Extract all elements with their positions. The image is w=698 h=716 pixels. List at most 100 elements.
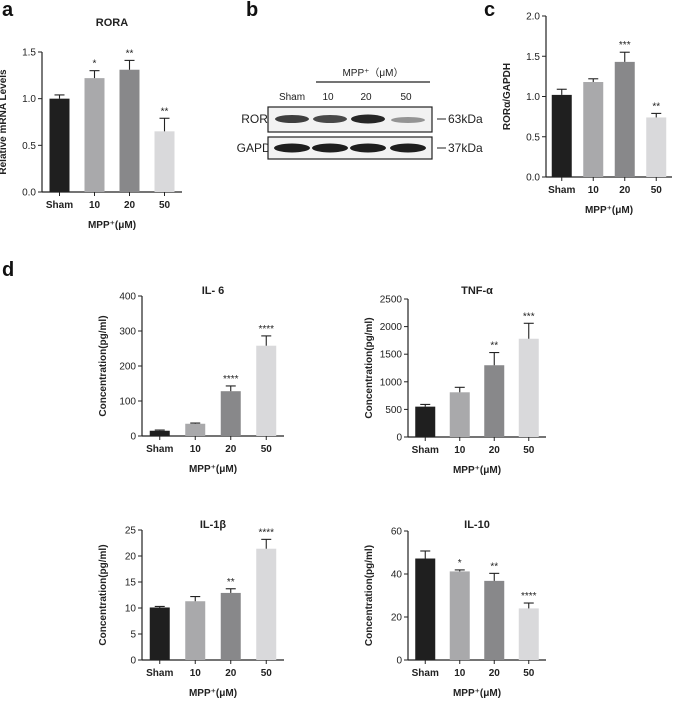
- x-tick-label: 20: [489, 445, 501, 456]
- blot-band: [391, 117, 425, 123]
- x-tick-label: Sham: [412, 445, 439, 456]
- x-tick-label: Sham: [146, 668, 173, 679]
- chart-title: IL-1β: [200, 519, 227, 531]
- panel-letter-b: b: [246, 0, 258, 21]
- bar: [484, 580, 505, 660]
- panel-letter-d: d: [2, 259, 14, 281]
- x-tick-label: 10: [454, 668, 466, 679]
- y-tick-label: 40: [391, 570, 403, 581]
- bar: [415, 558, 436, 660]
- x-axis-label: MPP⁺(μM): [585, 205, 633, 216]
- significance-label: ****: [223, 374, 239, 385]
- y-tick-label: 2.0: [526, 12, 540, 23]
- chart-il1b: IL-1β 0 5 10 15 20 25 Concentration(pg/ml) Sham 1…: [98, 519, 284, 699]
- significance-label: **: [227, 577, 235, 588]
- x-tick-label: 10: [89, 200, 101, 211]
- blot-band: [390, 143, 426, 153]
- x-axis-label: MPP⁺(μM): [189, 688, 237, 699]
- y-tick-label: 0: [396, 433, 402, 444]
- panel-letter-a: a: [2, 0, 14, 21]
- bar: [484, 365, 505, 437]
- significance-label: ***: [619, 40, 631, 51]
- x-tick-label: 20: [225, 444, 237, 455]
- blot-band: [274, 143, 310, 153]
- significance-label: **: [126, 48, 134, 59]
- y-tick-label: 60: [391, 527, 403, 538]
- blot-row-label-rora: RORα: [241, 112, 275, 126]
- y-tick-label: 1000: [380, 377, 403, 388]
- y-tick-label: 0: [130, 656, 136, 667]
- bar: [119, 69, 140, 192]
- x-tick-label: 50: [261, 668, 273, 679]
- blot-band: [351, 114, 385, 124]
- y-axis-label: RORα/GAPDH: [502, 63, 513, 130]
- significance-label: *: [93, 59, 97, 70]
- chart-rora-gapdh: 0.0 0.5 1.0 1.5 2.0 RORα/GAPDH Sham 10 *** 20 ** 50…: [502, 12, 672, 216]
- bar: [220, 592, 241, 660]
- significance-label: **: [652, 101, 660, 112]
- x-axis-label: MPP⁺(μM): [88, 220, 136, 231]
- bar: [256, 345, 277, 436]
- x-tick-label: 20: [225, 668, 237, 679]
- x-tick-label: 10: [190, 668, 202, 679]
- western-blot: MPP⁺（μM） Sham 10 20 50 RORα GAPDH 63kDa …: [237, 67, 483, 160]
- bar: [614, 61, 635, 178]
- chart-tnfa: TNF-α 0 500 1000 1500 2000 2500 Concentration(p…: [364, 285, 546, 476]
- bar: [551, 94, 572, 177]
- bar: [256, 548, 277, 660]
- y-tick-label: 400: [119, 292, 136, 303]
- y-tick-label: 0: [130, 432, 136, 443]
- y-axis-label: Concentration(pg/ml): [98, 544, 109, 645]
- y-axis-label: Concentration(pg/ml): [364, 317, 375, 418]
- y-tick-label: 10: [125, 604, 137, 615]
- bar: [583, 82, 604, 177]
- y-axis-label: Relative mRNA Levels: [0, 69, 9, 175]
- bar: [185, 423, 206, 436]
- y-tick-label: 0: [396, 656, 402, 667]
- y-tick-label: 0.0: [22, 188, 36, 199]
- significance-label: **: [490, 561, 498, 572]
- chart-title: RORA: [96, 17, 128, 29]
- bar: [149, 607, 170, 660]
- x-axis-label: MPP⁺(μM): [189, 464, 237, 475]
- y-tick-label: 20: [391, 613, 403, 624]
- bar: [449, 392, 470, 437]
- significance-label: ****: [258, 527, 274, 538]
- blot-lane-label: 50: [400, 92, 412, 103]
- y-tick-label: 200: [119, 362, 136, 373]
- bar: [149, 430, 170, 436]
- y-tick-label: 0.5: [526, 132, 540, 143]
- x-tick-label: Sham: [146, 444, 173, 455]
- significance-label: ****: [521, 591, 537, 602]
- x-tick-label: 10: [190, 444, 202, 455]
- y-tick-label: 5: [130, 630, 136, 641]
- blot-band: [312, 143, 348, 153]
- bar: [518, 608, 539, 660]
- bar: [84, 78, 105, 192]
- blot-treatment-label: MPP⁺（μM）: [342, 67, 403, 79]
- y-tick-label: 1.0: [526, 92, 540, 103]
- x-axis-label: MPP⁺(μM): [453, 688, 501, 699]
- bar: [646, 117, 667, 177]
- x-tick-label: 50: [651, 185, 663, 196]
- y-tick-label: 100: [119, 397, 136, 408]
- chart-title: IL- 6: [202, 285, 225, 297]
- significance-label: **: [161, 106, 169, 117]
- y-tick-label: 1500: [380, 350, 403, 361]
- x-tick-label: Sham: [46, 200, 73, 211]
- y-tick-label: 1.0: [22, 94, 36, 105]
- x-tick-label: 20: [489, 668, 501, 679]
- x-tick-label: Sham: [412, 668, 439, 679]
- x-tick-label: 50: [261, 444, 273, 455]
- x-tick-label: 20: [619, 185, 631, 196]
- bar: [415, 406, 436, 437]
- significance-label: ***: [523, 311, 535, 322]
- significance-label: ****: [258, 324, 274, 335]
- x-tick-label: 10: [454, 445, 466, 456]
- bar: [220, 391, 241, 436]
- y-tick-label: 500: [385, 405, 402, 416]
- blot-band: [350, 143, 386, 153]
- y-tick-label: 2500: [380, 295, 403, 306]
- blot-marker-63kda: 63kDa: [448, 112, 483, 126]
